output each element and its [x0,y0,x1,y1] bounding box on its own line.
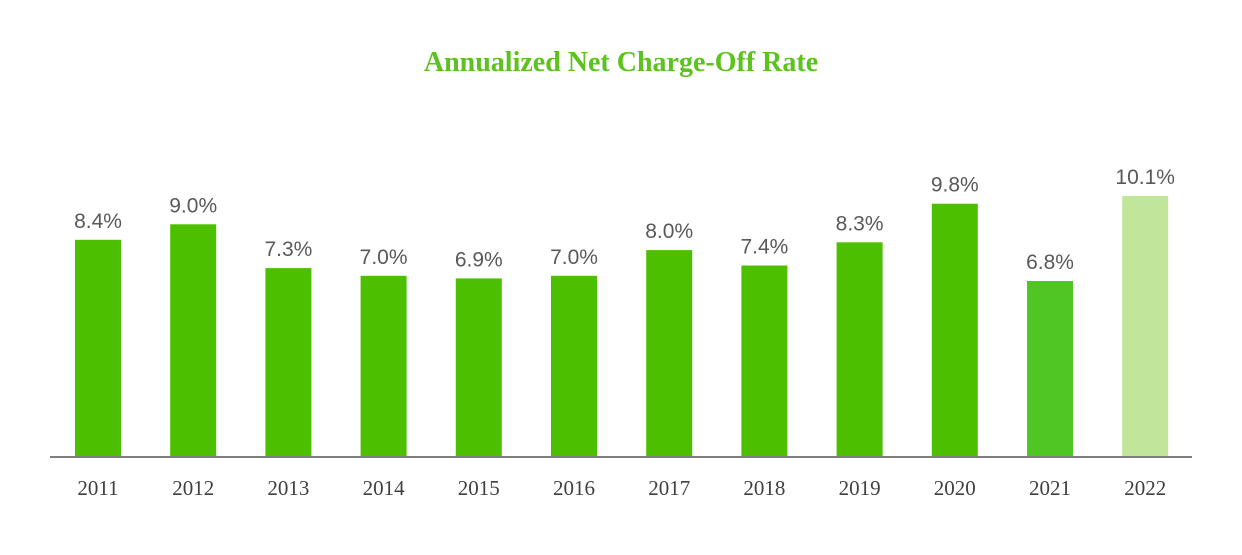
data-label-2013: 7.3% [264,238,312,261]
data-labels-group: 8.4% 9.0% 7.3% 7.0% 6.9% 7.0% 8.0% 7.4% 8.3% 9.8%… [74,166,1175,274]
x-tick-label-2022: 2022 [1124,476,1166,500]
x-tick-label-2019: 2019 [839,476,881,500]
bar-2018 [741,265,788,456]
data-label-2015: 6.9% [455,248,503,271]
x-tick-label-2018: 2018 [743,476,785,500]
x-tick-label-2011: 2011 [77,476,118,500]
bar-2012 [170,224,217,456]
x-tick-label-2020: 2020 [934,476,976,500]
x-tick-labels-group: 2011 2012 2013 2014 2015 2016 2017 2018 2019 2020… [77,476,1166,500]
data-label-2016: 7.0% [550,246,598,269]
x-tick-label-2017: 2017 [648,476,690,500]
chart-title: Annualized Net Charge-Off Rate [424,47,818,78]
x-tick-label-2021: 2021 [1029,476,1071,500]
data-label-2019: 8.3% [836,212,884,235]
data-label-2017: 8.0% [645,220,693,243]
x-tick-label-2013: 2013 [267,476,309,500]
bar-2014 [360,275,407,456]
x-tick-label-2016: 2016 [553,476,595,500]
data-label-2018: 7.4% [740,236,788,259]
x-tick-label-2012: 2012 [172,476,214,500]
x-tick-label-2014: 2014 [363,476,406,500]
bar-2017 [646,250,693,456]
bar-2015 [455,278,502,456]
bar-2021 [1027,281,1073,456]
data-label-2014: 7.0% [360,246,408,269]
bar-2019 [836,242,883,456]
data-label-2021: 6.8% [1026,251,1074,274]
bar-2011 [75,239,121,456]
x-tick-label-2015: 2015 [458,476,500,500]
data-label-2011: 8.4% [74,210,122,233]
data-label-2022: 10.1% [1115,166,1175,189]
bar-2016 [551,275,597,456]
data-label-2020: 9.8% [931,174,979,197]
bar-2022 [1122,196,1169,456]
bar-2020 [931,203,978,456]
data-label-2012: 9.0% [169,194,217,217]
bar-2013 [265,268,312,456]
bars-group [75,196,1169,456]
